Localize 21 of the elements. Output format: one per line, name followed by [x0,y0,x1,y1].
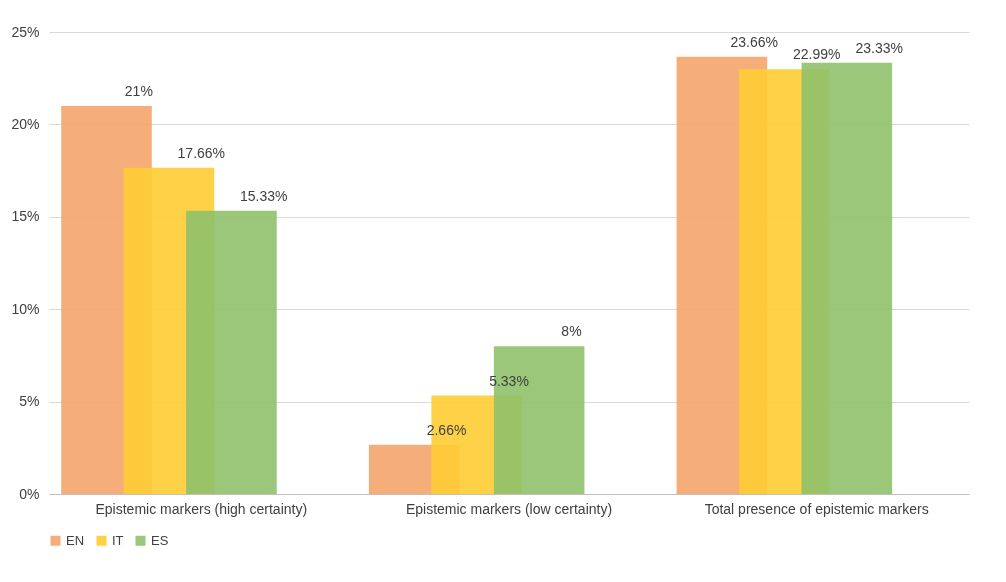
data-label: 15.33% [240,187,288,204]
data-label: 23.66% [730,33,778,50]
data-label: 22.99% [792,46,841,63]
y-tick-label: 5% [19,393,40,410]
bar [186,210,277,494]
x-tick-label: Epistemic markers (high certainty) [95,500,308,517]
legend-label: ES [151,532,169,548]
data-label: 17.66% [177,144,226,161]
data-label: 21% [124,82,153,99]
y-tick-label: 10% [11,300,40,317]
legend-label: IT [112,532,124,548]
x-tick-label: Epistemic markers (low certainty) [405,500,613,517]
data-label: 8% [561,323,582,340]
y-tick-label: 15% [11,208,40,225]
y-tick-label: 20% [11,115,40,132]
legend-label: EN [66,532,85,548]
data-label: 23.33% [855,39,903,56]
bar [801,62,893,494]
x-tick-label: Total presence of epistemic markers [704,500,929,517]
y-tick-label: 25% [11,23,40,40]
y-tick-label: 0% [19,485,40,502]
